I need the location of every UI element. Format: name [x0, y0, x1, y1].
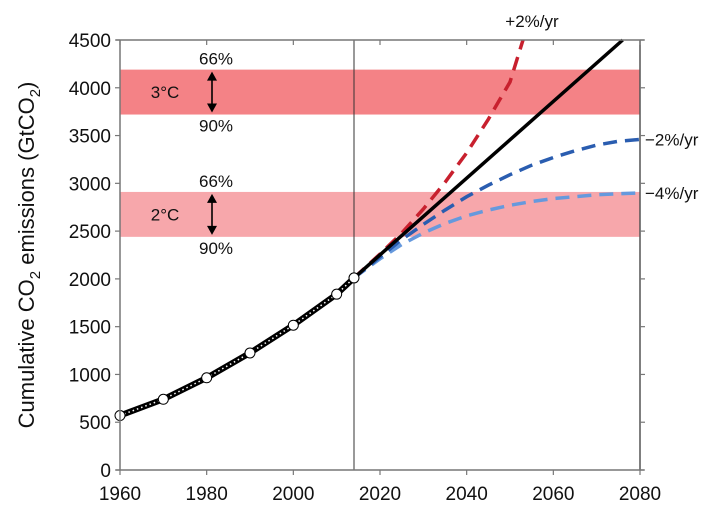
x-tick-label: 2040	[446, 484, 488, 505]
historical-point	[331, 288, 343, 300]
band-pct-bottom: 90%	[199, 117, 233, 136]
y-label-prefix: Cumulative CO	[14, 279, 39, 428]
y-label-sub2: 2	[27, 89, 44, 97]
band-2c	[120, 191, 640, 237]
series-labels: +2%/yr −2%/yr −4%/yr	[505, 12, 698, 203]
historical-point	[201, 372, 213, 384]
band-pct-top: 66%	[199, 50, 233, 69]
historical-line	[118, 275, 357, 419]
y-label-suffix: emissions (GtCO	[14, 97, 39, 271]
y-label-end: )	[14, 82, 39, 89]
historical-point	[348, 272, 360, 284]
y-tick-label: 3500	[69, 127, 111, 148]
y-tick-label: 3000	[69, 174, 111, 195]
y-tick-label: 4000	[69, 79, 111, 100]
y-tick-label: 2000	[69, 270, 111, 291]
projection-series	[352, 38, 641, 280]
band-label: 3°C	[151, 83, 180, 102]
x-tick-label: 2060	[532, 484, 574, 505]
label-minus-2pct: −2%/yr	[645, 130, 699, 149]
axes: 0 500 1000 1500 2000 2500 3000 3500 4000 4500 1960…	[69, 31, 661, 505]
historical-point	[244, 347, 256, 359]
band-annotations: 3°C 66% 90% 2°C 66% 90%	[151, 50, 233, 258]
y-tick-label: 2500	[69, 222, 111, 243]
arrow-down-icon	[207, 103, 217, 113]
temperature-bands	[120, 69, 640, 237]
x-tick-label: 1960	[99, 484, 141, 505]
series-line-constant	[352, 38, 624, 280]
label-minus-4pct: −4%/yr	[645, 184, 699, 203]
y-tick-label: 500	[79, 413, 111, 434]
x-tick-label: 2080	[619, 484, 661, 505]
series-line-4yr	[352, 191, 641, 280]
historical-line-dots	[119, 277, 355, 417]
series-line-2yr	[352, 137, 641, 280]
x-tick-label: 1980	[186, 484, 228, 505]
band-pct-top: 66%	[199, 172, 233, 191]
historical-point	[157, 393, 169, 405]
y-tick-label: 4500	[69, 31, 111, 52]
historical-series	[114, 272, 360, 422]
arrow-up-icon	[207, 71, 217, 81]
y-label-sub: 2	[27, 271, 44, 279]
band-pct-bottom: 90%	[199, 239, 233, 258]
historical-point	[287, 319, 299, 331]
x-tick-label: 2000	[272, 484, 314, 505]
x-tick-label: 2020	[359, 484, 401, 505]
band-label: 2°C	[151, 205, 180, 224]
band-3c	[120, 69, 640, 115]
arrow-down-icon	[207, 225, 217, 235]
y-tick-label: 1500	[69, 318, 111, 339]
arrow-up-icon	[207, 193, 217, 203]
y-tick-label: 1000	[69, 365, 111, 386]
y-tick-label: 0	[100, 461, 111, 482]
label-plus-2pct: +2%/yr	[505, 12, 559, 31]
y-axis-label: Cumulative CO2 emissions (GtCO2)	[14, 82, 44, 429]
